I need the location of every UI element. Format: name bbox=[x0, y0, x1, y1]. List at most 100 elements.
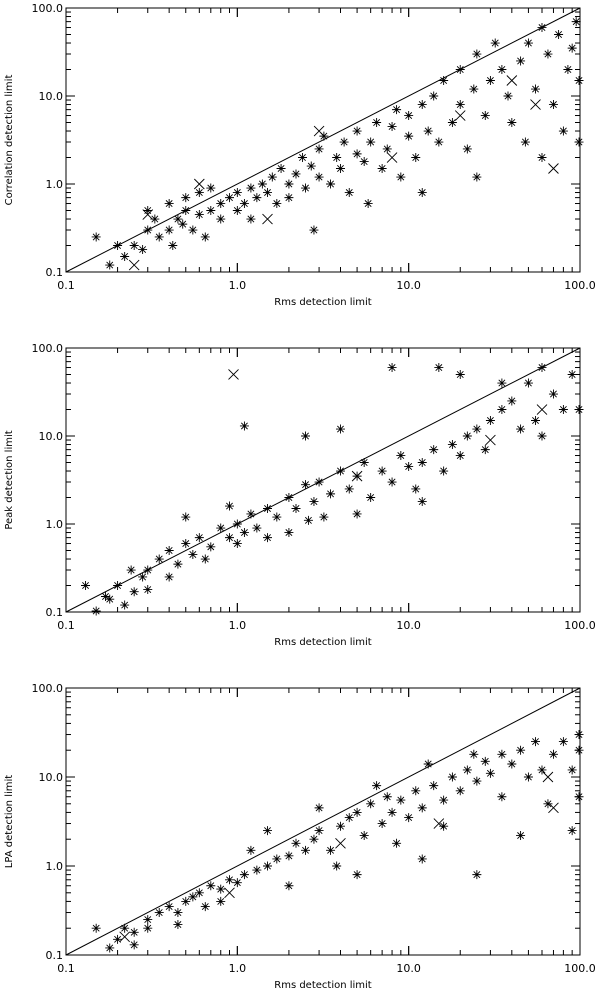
asterisk-point bbox=[232, 188, 242, 198]
cross-point bbox=[454, 110, 466, 121]
asterisk-point bbox=[455, 369, 465, 379]
asterisk-point bbox=[263, 861, 273, 871]
asterisk-point bbox=[417, 188, 427, 198]
asterisk-point bbox=[387, 363, 397, 373]
asterisk-point bbox=[263, 533, 273, 543]
asterisk-point bbox=[387, 477, 397, 487]
asterisk-point bbox=[447, 117, 457, 127]
asterisk-point bbox=[574, 730, 584, 740]
asterisk-point bbox=[326, 845, 336, 855]
asterisk-point bbox=[455, 786, 465, 796]
asterisk-point bbox=[554, 29, 564, 39]
asterisk-point bbox=[434, 363, 444, 373]
asterisk-point bbox=[339, 137, 349, 147]
asterisk-point bbox=[164, 199, 174, 209]
x-tick-label: 1.0 bbox=[229, 962, 247, 975]
one-to-one-line bbox=[65, 687, 581, 956]
x-tick-label: 10.0 bbox=[396, 962, 421, 975]
asterisk-point bbox=[206, 183, 216, 193]
asterisk-point bbox=[411, 153, 421, 163]
cross-point bbox=[548, 802, 559, 814]
y-axis-label: Peak detection limit bbox=[4, 430, 15, 529]
asterisk-point bbox=[173, 920, 183, 930]
asterisk-point bbox=[469, 84, 479, 94]
cross-point bbox=[128, 259, 140, 271]
asterisk-point bbox=[574, 137, 584, 147]
asterisk-point bbox=[485, 768, 495, 778]
asterisk-point bbox=[363, 199, 373, 209]
asterisk-point bbox=[232, 878, 242, 888]
asterisk-point bbox=[417, 100, 427, 110]
asterisk-point bbox=[143, 225, 153, 235]
asterisk-point bbox=[417, 803, 427, 813]
cross-point bbox=[542, 771, 554, 783]
cross-point bbox=[142, 209, 154, 220]
asterisk-point bbox=[291, 838, 301, 848]
asterisk-point bbox=[396, 795, 406, 805]
asterisk-point bbox=[224, 501, 234, 511]
asterisk-point bbox=[558, 126, 568, 136]
asterisk-point bbox=[469, 749, 479, 759]
y-axis-label: Correlation detection limit bbox=[4, 75, 15, 206]
asterisk-point bbox=[154, 554, 164, 564]
asterisk-point bbox=[143, 565, 153, 575]
asterisk-point bbox=[423, 126, 433, 136]
cross-point bbox=[386, 152, 398, 163]
asterisk-point bbox=[216, 523, 226, 533]
asterisk-point bbox=[113, 934, 123, 944]
asterisk-point bbox=[105, 943, 115, 953]
asterisk-point bbox=[91, 606, 101, 616]
asterisk-point bbox=[291, 169, 301, 179]
asterisk-point bbox=[314, 144, 324, 154]
series-asterisk bbox=[91, 17, 584, 270]
asterisk-point bbox=[81, 581, 91, 591]
asterisk-point bbox=[181, 193, 191, 203]
asterisk-point bbox=[377, 466, 387, 476]
asterisk-point bbox=[239, 199, 249, 209]
asterisk-point bbox=[404, 813, 414, 823]
asterisk-point bbox=[344, 813, 354, 823]
asterisk-point bbox=[455, 65, 465, 75]
asterisk-point bbox=[301, 431, 311, 441]
asterisk-point bbox=[574, 792, 584, 802]
asterisk-point bbox=[216, 884, 226, 894]
asterisk-point bbox=[507, 759, 517, 769]
asterisk-point bbox=[272, 512, 282, 522]
asterisk-point bbox=[246, 183, 256, 193]
asterisk-point bbox=[516, 831, 526, 841]
asterisk-point bbox=[263, 504, 273, 514]
chart-panel-2: 0.1 1.0 10.0 100.0 0.1 1.0 10.0 100.0 Rms detect… bbox=[4, 342, 596, 648]
asterisk-point bbox=[387, 807, 397, 817]
asterisk-point bbox=[263, 826, 273, 836]
asterisk-point bbox=[516, 424, 526, 434]
asterisk-point bbox=[537, 431, 547, 441]
asterisk-point bbox=[143, 205, 153, 215]
asterisk-point bbox=[567, 765, 577, 775]
asterisk-point bbox=[352, 870, 362, 880]
asterisk-point bbox=[523, 378, 533, 388]
x-axis-label: Rms detection limit bbox=[274, 297, 372, 308]
asterisk-point bbox=[194, 188, 204, 198]
asterisk-point bbox=[272, 854, 282, 864]
asterisk-point bbox=[396, 172, 406, 182]
y-tick-label: 1.0 bbox=[46, 860, 64, 873]
asterisk-point bbox=[181, 205, 191, 215]
asterisk-point bbox=[352, 126, 362, 136]
asterisk-point bbox=[138, 245, 148, 255]
asterisk-point bbox=[272, 199, 282, 209]
asterisk-point bbox=[91, 232, 101, 242]
asterisk-point bbox=[246, 509, 256, 519]
asterisk-point bbox=[485, 76, 495, 86]
asterisk-point bbox=[246, 214, 256, 224]
x-tick-label: 1.0 bbox=[229, 619, 247, 632]
asterisk-point bbox=[154, 908, 164, 918]
asterisk-point bbox=[507, 117, 517, 127]
cross-point bbox=[548, 163, 559, 174]
asterisk-point bbox=[516, 745, 526, 755]
asterisk-point bbox=[120, 600, 130, 610]
y-tick-label: 0.1 bbox=[46, 266, 64, 279]
series-cross bbox=[119, 771, 559, 943]
x-tick-label: 1.0 bbox=[229, 279, 247, 292]
